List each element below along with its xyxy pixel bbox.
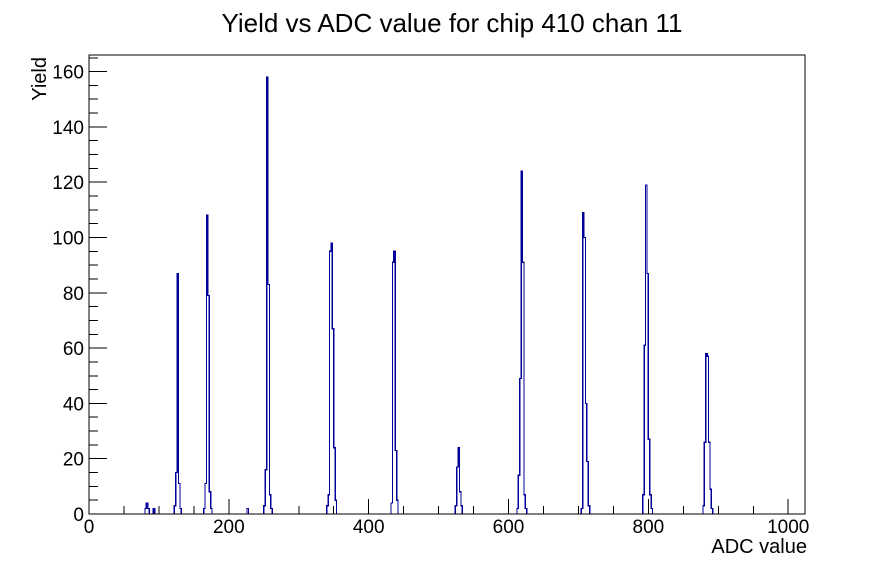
x-tick-label: 800 <box>633 517 665 538</box>
y-axis-title: Yield <box>29 57 51 101</box>
y-tick-label: 20 <box>63 450 84 471</box>
x-axis-title: ADC value <box>711 536 807 558</box>
y-tick-label: 140 <box>52 118 84 139</box>
x-tick-label: 200 <box>213 517 245 538</box>
y-tick-label: 160 <box>52 63 84 84</box>
x-axis-tick-labels: 0 200 400 600 800 1000 <box>84 517 810 538</box>
histogram-line <box>89 76 805 515</box>
y-tick-label: 80 <box>63 284 84 305</box>
x-tick-label: 1000 <box>767 517 809 538</box>
x-tick-label: 600 <box>493 517 525 538</box>
y-tick-label: 40 <box>63 394 84 415</box>
x-tick-label: 0 <box>84 517 95 538</box>
y-tick-label: 100 <box>52 228 84 249</box>
y-tick-label: 60 <box>63 339 84 360</box>
axis-ticks <box>88 57 789 515</box>
y-tick-label: 0 <box>73 505 84 526</box>
y-axis-tick-labels: 0 20 40 60 80 100 120 140 160 <box>52 63 84 526</box>
y-tick-label: 120 <box>52 173 84 194</box>
chart-title: Yield vs ADC value for chip 410 chan 11 <box>221 8 682 38</box>
plot-frame <box>88 54 806 515</box>
x-tick-label: 400 <box>353 517 385 538</box>
